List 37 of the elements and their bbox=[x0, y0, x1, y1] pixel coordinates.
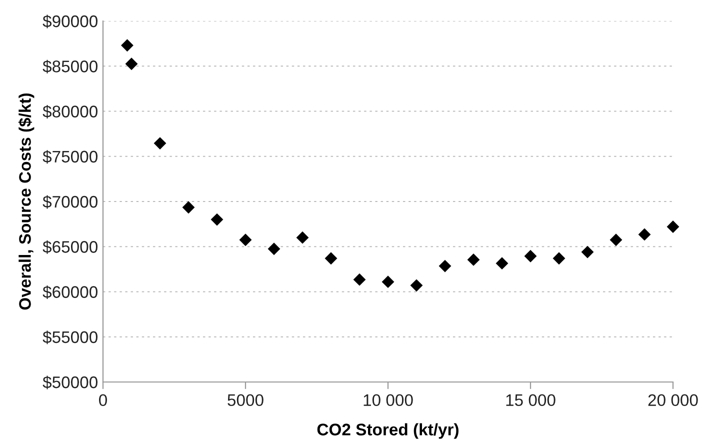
y-tick-label: $85000 bbox=[42, 60, 98, 74]
point bbox=[467, 254, 480, 266]
y-tick-label: $80000 bbox=[42, 104, 98, 118]
point bbox=[610, 234, 622, 246]
x-tick-label: 10 000 bbox=[364, 394, 413, 406]
point bbox=[324, 252, 338, 265]
point bbox=[552, 252, 566, 265]
point bbox=[410, 279, 423, 292]
y-axis-title: Overall, Source Costs ($/kt) bbox=[18, 93, 34, 310]
point bbox=[154, 137, 166, 150]
point bbox=[666, 220, 680, 233]
point bbox=[125, 58, 138, 70]
y-tick-label: $55000 bbox=[42, 330, 98, 344]
x-tick-label: 5000 bbox=[228, 394, 264, 406]
point bbox=[353, 273, 366, 286]
y-tick-label: $90000 bbox=[42, 14, 98, 28]
x-tick-label: 15 000 bbox=[506, 394, 556, 406]
point bbox=[524, 250, 537, 262]
x-tick-label: 20 000 bbox=[648, 394, 698, 406]
point bbox=[638, 228, 651, 241]
point bbox=[296, 231, 309, 244]
point bbox=[239, 234, 252, 246]
y-tick-label: $75000 bbox=[42, 150, 98, 164]
y-tick-label: $65000 bbox=[42, 240, 98, 254]
point bbox=[382, 276, 394, 288]
y-tick-label: $70000 bbox=[42, 195, 98, 209]
x-tick-label: 0 bbox=[99, 394, 107, 406]
point bbox=[581, 246, 594, 258]
y-tick-label: $60000 bbox=[42, 285, 98, 299]
point bbox=[496, 257, 508, 270]
point bbox=[210, 213, 224, 226]
y-tick-label: $50000 bbox=[42, 376, 98, 390]
x-axis-title: CO2 Stored (kt/yr) bbox=[317, 423, 458, 439]
point bbox=[268, 242, 280, 256]
point bbox=[182, 201, 195, 214]
point bbox=[438, 260, 452, 272]
point bbox=[121, 39, 134, 52]
